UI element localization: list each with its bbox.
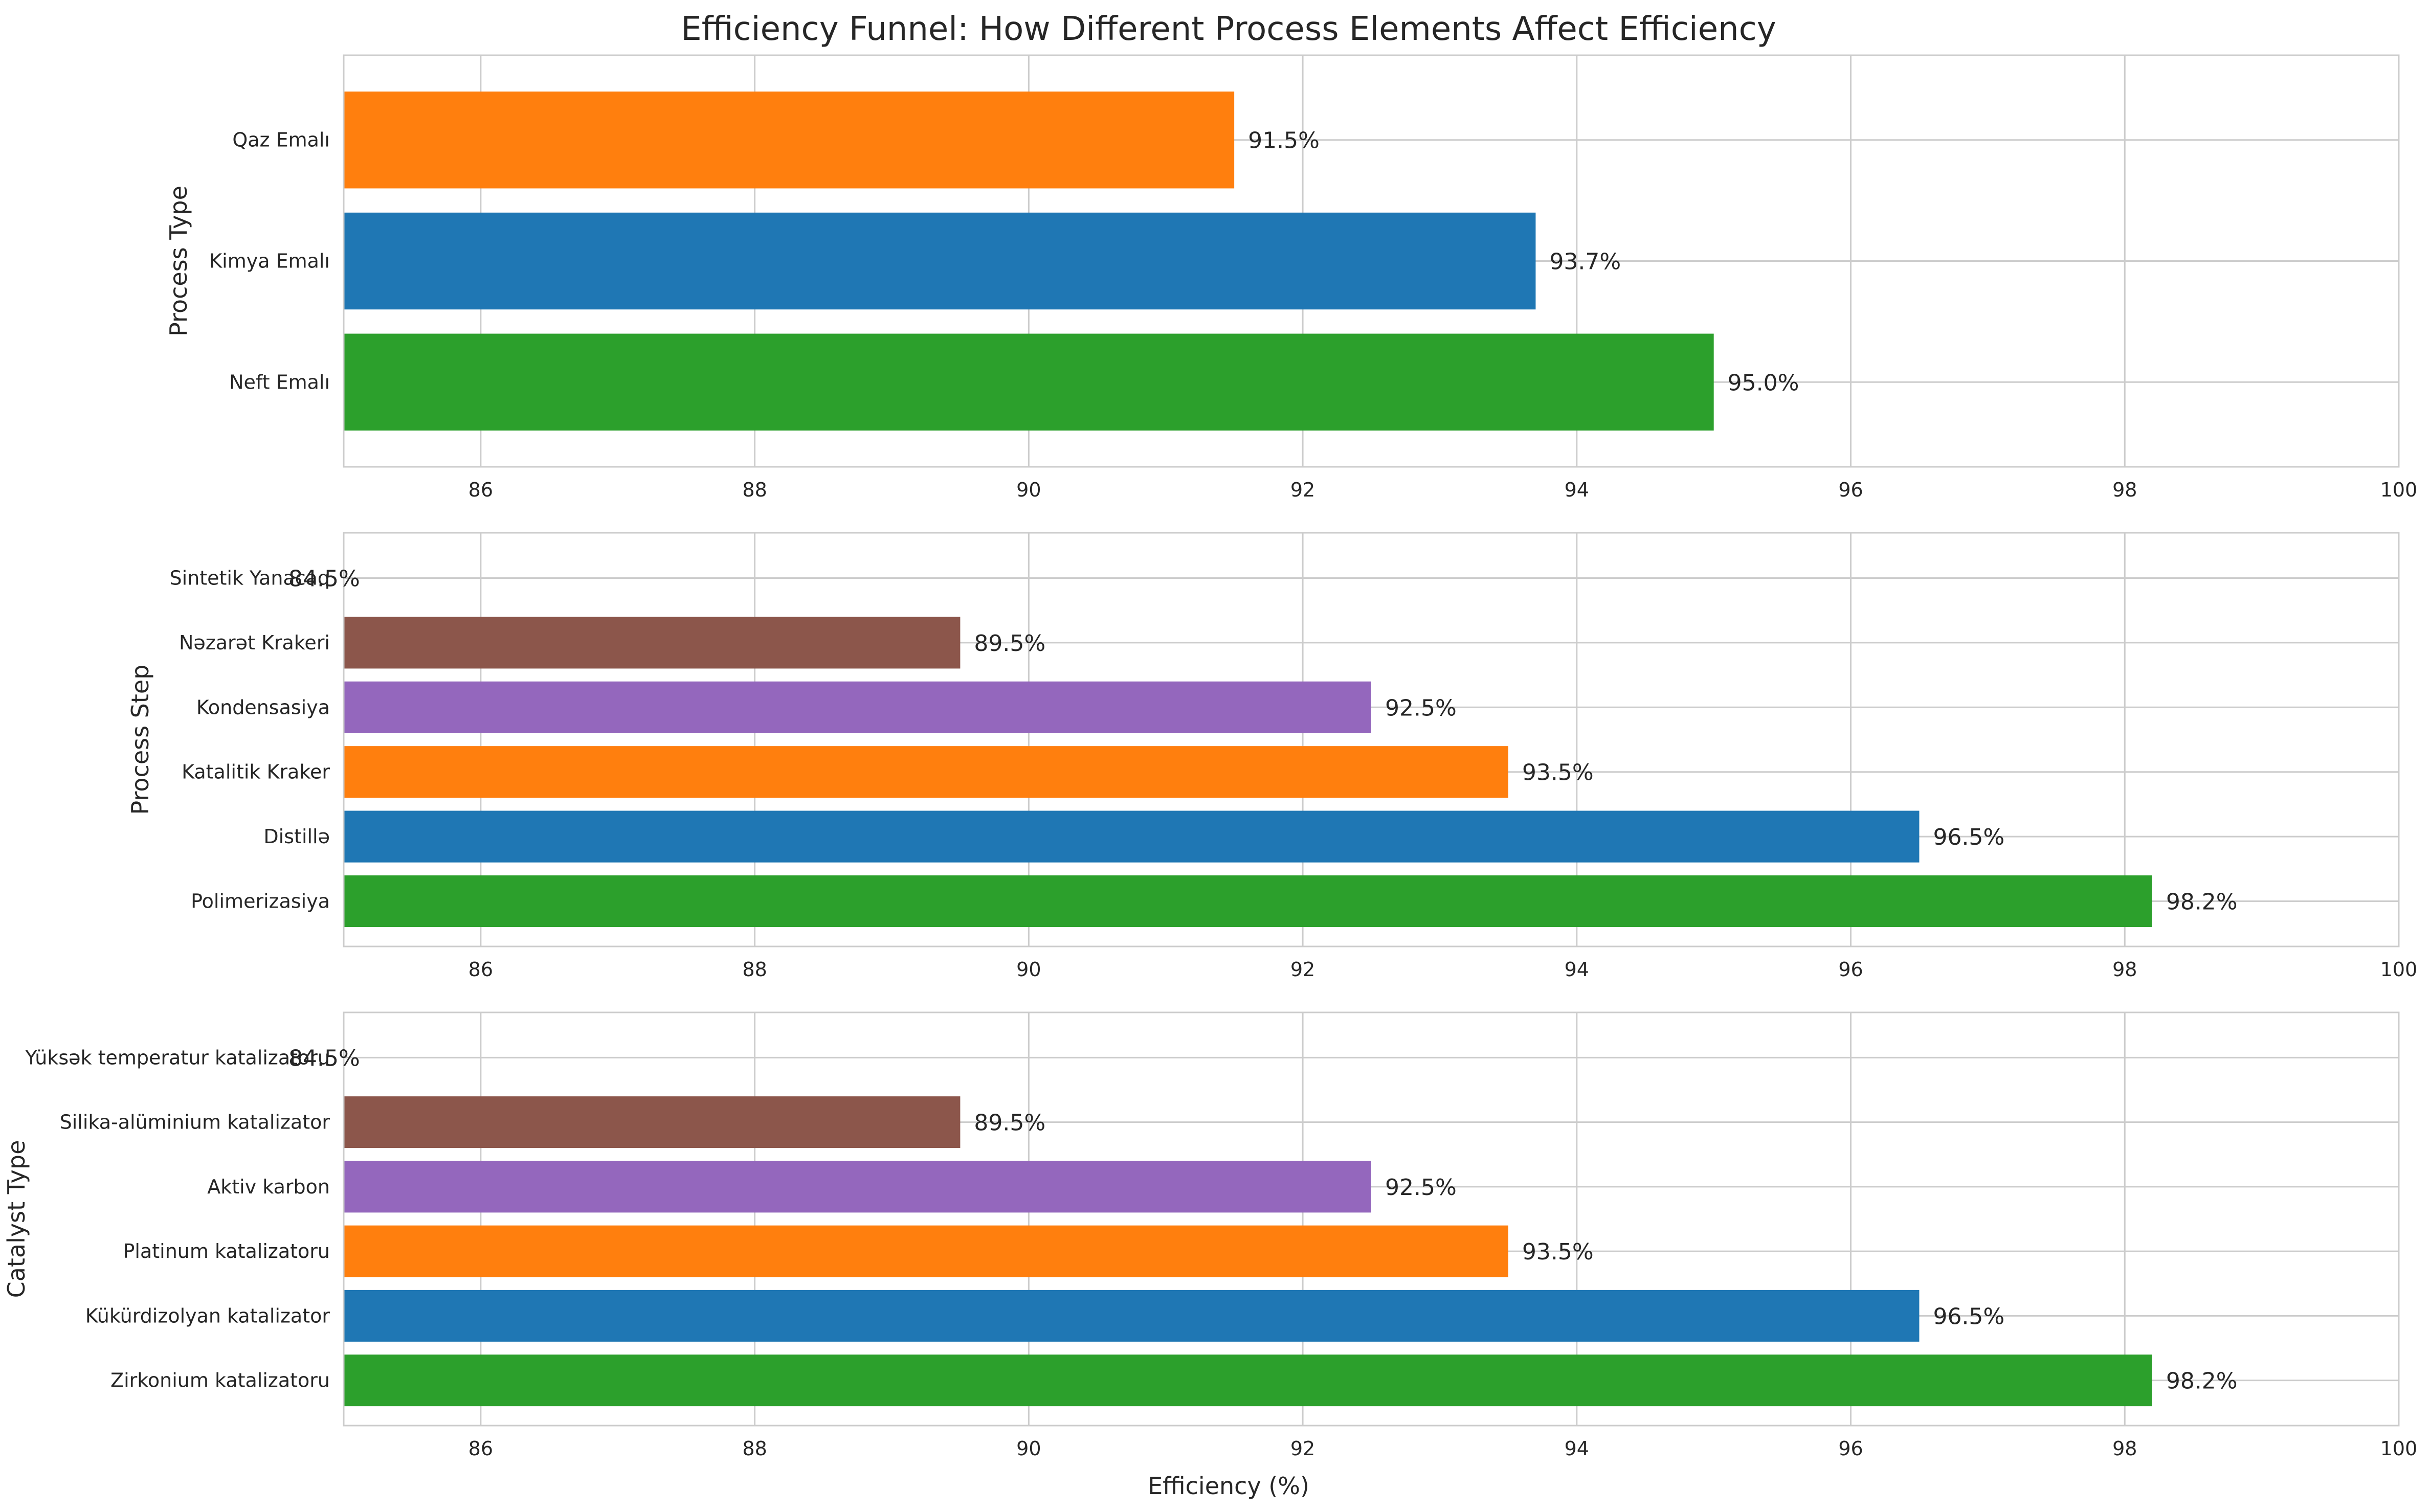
panel-1-y-axis-label: Process Type bbox=[165, 186, 192, 336]
panel-3-y-axis-label: Catalyst Type bbox=[3, 1140, 30, 1298]
panel-3-x-tick-3: 92 bbox=[1290, 1437, 1315, 1460]
panel-1-x-tick-5: 96 bbox=[1838, 479, 1863, 501]
panel-2-x-tick-6: 98 bbox=[2112, 958, 2137, 981]
panel-3-category-label-2: Aktiv karbon bbox=[207, 1176, 330, 1198]
panel-3-data-label-2: 92.5% bbox=[1385, 1175, 1457, 1201]
panel-3-data-label-0: 84.5% bbox=[288, 1045, 360, 1071]
panel-1-category-label-2: Neft Emalı bbox=[229, 371, 330, 393]
panel-2-bar-5 bbox=[344, 875, 2152, 928]
panel-2-x-tick-1: 88 bbox=[742, 958, 767, 981]
panel-3-category-label-4: Kükürdizolyan katalizator bbox=[85, 1304, 330, 1327]
panel-1-x-tick-7: 100 bbox=[2380, 479, 2418, 501]
panel-3-data-label-3: 93.5% bbox=[1522, 1239, 1594, 1265]
panel-2-x-tick-2: 90 bbox=[1016, 958, 1041, 981]
panel-2-x-tick-0: 86 bbox=[469, 958, 493, 981]
panel-2-y-axis-label: Process Step bbox=[126, 665, 154, 815]
panel-3-x-tick-1: 88 bbox=[742, 1437, 767, 1460]
panel-3-bar-4 bbox=[344, 1290, 1920, 1342]
panel-3-category-label-1: Silika-alüminium katalizator bbox=[60, 1111, 330, 1134]
panel-2-category-label-2: Kondensasiya bbox=[196, 696, 330, 718]
panel-2-bar-3 bbox=[344, 746, 1508, 798]
panel-2-category-label-5: Polimerizasiya bbox=[191, 890, 330, 913]
panel-2-frame bbox=[343, 532, 2400, 947]
panel-1-bar-2 bbox=[344, 333, 1714, 431]
panel-1-x-tick-6: 98 bbox=[2112, 479, 2137, 501]
panel-2-bar-4 bbox=[344, 810, 1920, 863]
panel-3-category-label-0: Yüksək temperatur katalizatoru bbox=[25, 1046, 330, 1069]
panel-1-x-tick-4: 94 bbox=[1565, 479, 1589, 501]
x-axis-label: Efficiency (%) bbox=[1148, 1472, 1309, 1500]
panel-2-bar-2 bbox=[344, 681, 1371, 733]
panel-3-category-label-3: Platinum katalizatoru bbox=[123, 1240, 330, 1262]
panel-3-data-label-1: 89.5% bbox=[974, 1110, 1045, 1136]
panel-2-x-tick-7: 100 bbox=[2380, 958, 2418, 981]
panel-1-bar-0 bbox=[344, 92, 1235, 189]
panel-1-category-label-0: Qaz Emalı bbox=[232, 129, 330, 151]
panel-2-data-label-4: 96.5% bbox=[1933, 824, 2004, 850]
panel-2-data-label-2: 92.5% bbox=[1385, 695, 1457, 721]
panel-3-frame bbox=[343, 1011, 2400, 1427]
panel-1-x-tick-3: 92 bbox=[1290, 479, 1315, 501]
panel-2-category-label-4: Distillə bbox=[263, 825, 330, 848]
panel-2-x-tick-4: 94 bbox=[1565, 958, 1589, 981]
panel-1-data-label-1: 93.7% bbox=[1549, 249, 1621, 275]
panel-2-bar-1 bbox=[344, 617, 961, 669]
panel-3-x-tick-7: 100 bbox=[2380, 1437, 2418, 1460]
panel-2-data-label-3: 93.5% bbox=[1522, 760, 1594, 786]
panel-2-category-label-1: Nəzarət Krakeri bbox=[179, 631, 330, 654]
panel-1-x-tick-2: 90 bbox=[1016, 479, 1041, 501]
panel-2-category-label-0: Sintetik Yanacaq bbox=[169, 567, 330, 589]
panel-3-data-label-4: 96.5% bbox=[1933, 1303, 2004, 1329]
panel-3-x-tick-2: 90 bbox=[1016, 1437, 1041, 1460]
panel-3-x-tick-4: 94 bbox=[1565, 1437, 1589, 1460]
panel-3-bar-3 bbox=[344, 1225, 1508, 1277]
panel-1-data-label-0: 91.5% bbox=[1248, 128, 1320, 154]
panel-3-bar-2 bbox=[344, 1161, 1371, 1213]
panel-3-bar-1 bbox=[344, 1096, 961, 1148]
panel-1-x-tick-0: 86 bbox=[469, 479, 493, 501]
panel-3-bar-5 bbox=[344, 1355, 2152, 1407]
panel-3-category-label-5: Zirkonium katalizatoru bbox=[110, 1369, 330, 1392]
panel-1-x-tick-1: 88 bbox=[742, 479, 767, 501]
panel-2-data-label-5: 98.2% bbox=[2166, 889, 2238, 915]
panel-3-x-tick-5: 96 bbox=[1838, 1437, 1863, 1460]
panel-1-frame bbox=[343, 54, 2400, 468]
panel-2-data-label-0: 84.5% bbox=[288, 566, 360, 592]
panel-1-category-label-1: Kimya Emalı bbox=[209, 250, 330, 273]
panel-2-category-label-3: Katalitik Kraker bbox=[182, 761, 330, 783]
panel-1-bar-1 bbox=[344, 212, 1536, 310]
chart-title: Efficiency Funnel: How Different Process… bbox=[681, 10, 1776, 48]
panel-2-x-tick-5: 96 bbox=[1838, 958, 1863, 981]
panel-1-data-label-2: 95.0% bbox=[1728, 370, 1799, 396]
panel-2-x-tick-3: 92 bbox=[1290, 958, 1315, 981]
panel-2-data-label-1: 89.5% bbox=[974, 630, 1045, 657]
panel-3-x-tick-6: 98 bbox=[2112, 1437, 2137, 1460]
panel-3-x-tick-0: 86 bbox=[469, 1437, 493, 1460]
panel-3-data-label-5: 98.2% bbox=[2166, 1368, 2238, 1394]
